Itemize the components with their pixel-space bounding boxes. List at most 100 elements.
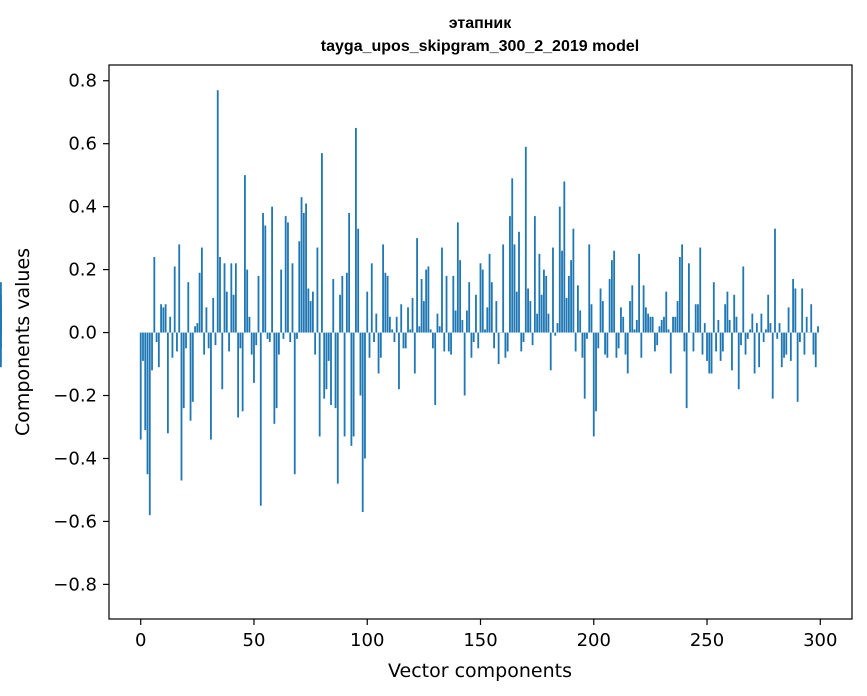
bar	[796, 332, 799, 402]
bar	[604, 332, 606, 355]
bar	[173, 266, 176, 333]
bar	[434, 332, 437, 405]
bar	[142, 332, 144, 361]
bar	[393, 332, 396, 342]
bar	[162, 307, 165, 333]
bar	[599, 288, 602, 333]
bar	[470, 332, 473, 358]
bar	[194, 326, 196, 333]
x-axis-label: Vector components	[388, 660, 572, 682]
bar	[259, 332, 262, 506]
bar	[459, 260, 462, 333]
bar	[300, 197, 303, 333]
bar	[495, 301, 498, 333]
bar	[382, 244, 384, 333]
bar	[443, 332, 446, 352]
bar	[311, 291, 314, 333]
bar	[262, 212, 264, 333]
bar	[697, 304, 699, 333]
bar	[307, 288, 310, 333]
bar	[436, 313, 439, 333]
bar	[334, 332, 337, 409]
bar	[375, 313, 378, 333]
bar	[665, 291, 668, 333]
bar	[529, 301, 532, 333]
bar	[615, 332, 618, 358]
bar	[787, 307, 790, 333]
bar	[774, 228, 776, 333]
bar	[701, 332, 704, 355]
bar	[685, 332, 688, 409]
bar	[572, 228, 575, 333]
bar	[674, 316, 677, 333]
bar	[658, 326, 661, 333]
bar	[708, 332, 711, 374]
bar	[445, 275, 448, 333]
bar	[715, 332, 717, 352]
bar	[332, 279, 335, 333]
bar	[450, 332, 452, 355]
bar	[635, 319, 638, 333]
bar	[198, 272, 201, 333]
bar	[563, 181, 566, 333]
bar	[345, 272, 348, 333]
y-tick-label: −0.6	[53, 511, 97, 532]
bar	[0, 282, 2, 333]
bar	[694, 304, 697, 333]
bar	[728, 319, 731, 333]
bar	[479, 263, 482, 333]
bar	[805, 316, 808, 333]
bar	[327, 332, 330, 361]
bar	[744, 332, 747, 355]
bar	[475, 294, 477, 333]
bar	[404, 332, 407, 349]
bar	[257, 275, 260, 333]
bar	[166, 332, 169, 434]
bar	[239, 332, 242, 349]
bar	[538, 253, 541, 333]
bar	[289, 332, 292, 342]
bar	[287, 222, 289, 333]
bar	[581, 332, 584, 358]
bar	[370, 263, 373, 333]
bar	[570, 260, 573, 333]
bar	[291, 263, 294, 333]
bar	[230, 263, 233, 333]
bar	[187, 282, 190, 333]
bar	[502, 244, 505, 333]
bar	[169, 316, 172, 333]
bar	[155, 332, 158, 342]
bar	[556, 323, 559, 333]
bar	[780, 332, 783, 368]
bar	[411, 297, 414, 333]
bar	[250, 332, 253, 355]
bar	[699, 247, 702, 333]
bar	[801, 288, 804, 333]
bar	[633, 329, 636, 333]
bar	[373, 332, 375, 342]
bar	[325, 332, 328, 390]
bar	[522, 332, 525, 342]
bar	[280, 269, 283, 333]
bar	[359, 332, 362, 396]
bar	[407, 307, 409, 333]
bar	[760, 313, 763, 333]
bar	[302, 212, 305, 333]
bar	[268, 332, 271, 342]
bar	[427, 266, 430, 333]
bar	[798, 332, 801, 342]
bar	[180, 332, 183, 481]
bar	[422, 301, 425, 333]
bar	[810, 304, 813, 333]
bar	[606, 332, 609, 358]
x-tick-label: 300	[803, 630, 837, 651]
bar	[416, 238, 418, 333]
bar	[388, 316, 391, 333]
y-axis-label: Components values	[12, 248, 34, 436]
bar	[574, 332, 577, 352]
bar	[293, 332, 296, 475]
bar	[447, 332, 450, 352]
bar	[438, 326, 441, 333]
bar	[726, 291, 729, 333]
